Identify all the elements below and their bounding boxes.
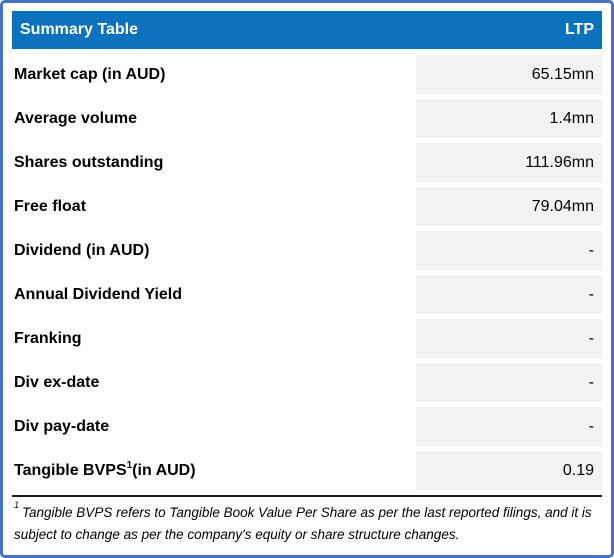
table-row: Tangible BVPS 1 (in AUD) 0.19 [12,451,602,490]
row-value: - [416,363,602,402]
row-label: Market cap (in AUD) [14,65,166,83]
row-label: Shares outstanding [14,153,164,171]
row-label: Dividend (in AUD) [14,241,150,259]
table-row: Franking - [12,319,602,358]
table-row: Free float 79.04mn [12,187,602,226]
row-label: Free float [14,197,87,215]
table-body: Market cap (in AUD) 65.15mn Average volu… [12,55,602,490]
row-label: Div ex-date [14,373,100,391]
table-row: Div ex-date - [12,363,602,402]
row-value: - [416,319,602,358]
row-value: - [416,275,602,314]
value-column-header: LTP [564,21,594,38]
table-row: Div pay-date - [12,407,602,446]
row-value: 111.96mn [416,143,602,182]
row-label: Tangible BVPS 1 (in AUD) [14,459,196,479]
table-row: Annual Dividend Yield - [12,275,602,314]
row-value: 65.15mn [416,55,602,94]
row-value: 0.19 [416,451,602,490]
row-label: Average volume [14,109,138,127]
table-header: Summary Table LTP [12,11,602,49]
table-row: Average volume 1.4mn [12,99,602,138]
footnote-marker: 1 [14,499,20,510]
row-value: 79.04mn [416,187,602,226]
row-value: - [416,231,602,270]
footnote-divider [12,495,602,497]
row-value: 1.4mn [416,99,602,138]
table-row: Shares outstanding 111.96mn [12,143,602,182]
footnote: 1Tangible BVPS refers to Tangible Book V… [12,499,602,545]
table-row: Market cap (in AUD) 65.15mn [12,55,602,94]
row-label: Annual Dividend Yield [14,285,183,303]
footnote-text: Tangible BVPS refers to Tangible Book Va… [14,505,592,542]
row-label: Div pay-date [14,417,110,435]
row-label: Franking [14,329,82,347]
table-row: Dividend (in AUD) - [12,231,602,270]
row-value: - [416,407,602,446]
table-title: Summary Table [20,21,138,38]
